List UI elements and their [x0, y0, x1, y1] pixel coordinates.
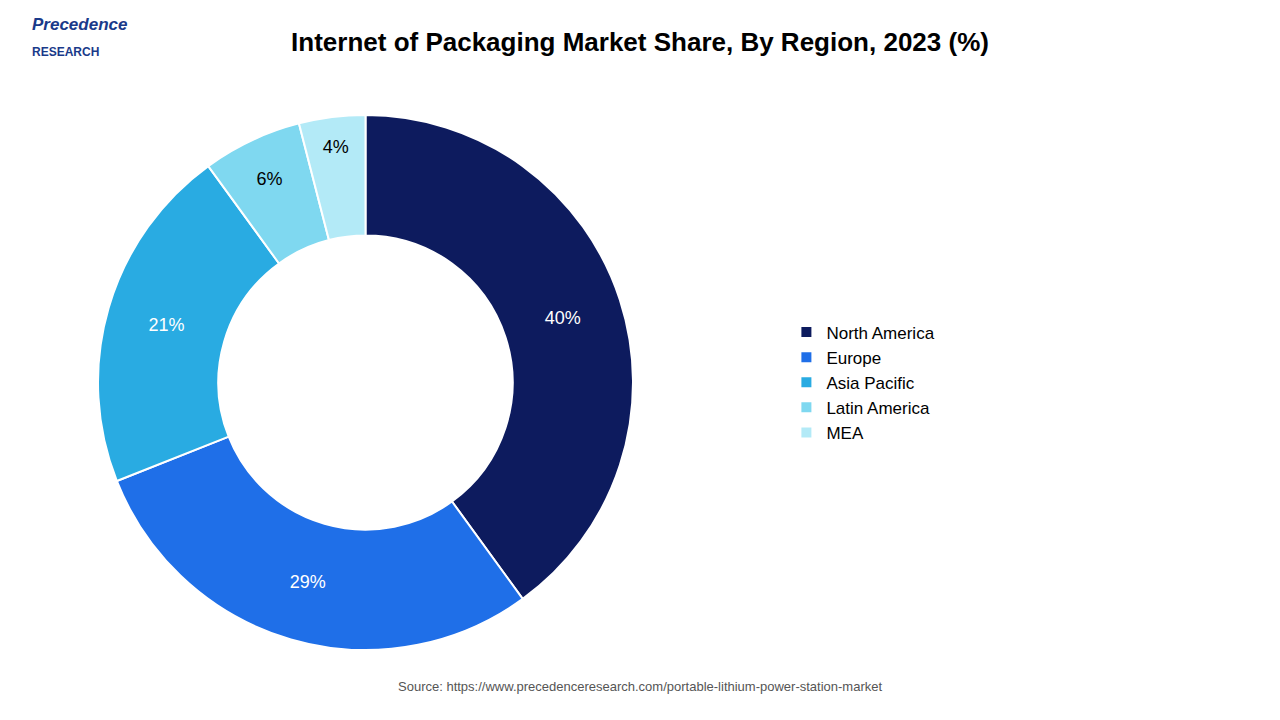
svg-text:4%: 4% [323, 137, 349, 157]
svg-text:RESEARCH: RESEARCH [32, 45, 99, 59]
svg-text:6%: 6% [257, 169, 283, 189]
svg-text:29%: 29% [290, 572, 326, 592]
svg-text:Asia Pacific: Asia Pacific [826, 374, 914, 393]
svg-text:North America: North America [826, 324, 934, 343]
svg-text:Source: https://www.precedence: Source: https://www.precedenceresearch.c… [398, 679, 882, 694]
svg-text:21%: 21% [148, 315, 184, 335]
svg-text:40%: 40% [545, 308, 581, 328]
svg-text:Precedence: Precedence [32, 15, 127, 34]
svg-text:Europe: Europe [826, 349, 881, 368]
svg-text:Latin America: Latin America [826, 399, 930, 418]
svg-text:Internet of Packaging Market S: Internet of Packaging Market Share, By R… [291, 27, 989, 57]
svg-text:MEA: MEA [826, 424, 864, 443]
